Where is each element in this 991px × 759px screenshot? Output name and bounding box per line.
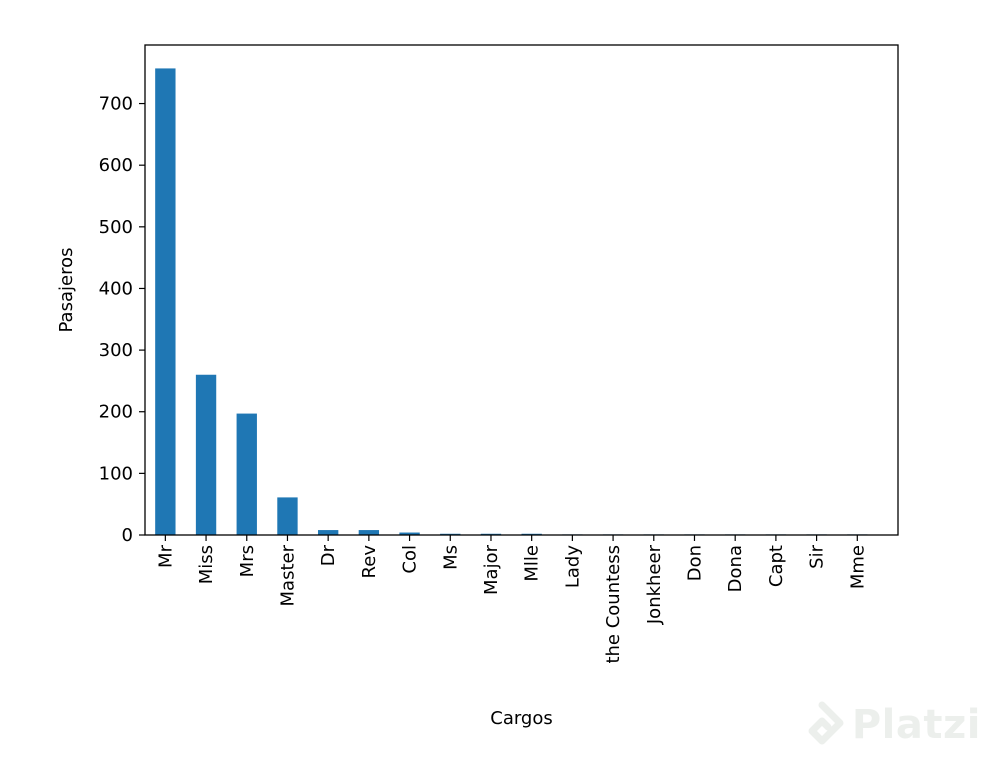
x-tick-label: Mlle — [522, 545, 543, 582]
x-tick-label: Dona — [725, 545, 746, 592]
y-tick-label: 200 — [99, 402, 133, 423]
bars-group — [155, 68, 868, 535]
x-tick-label: Miss — [196, 545, 217, 584]
bar-miss — [195, 374, 217, 535]
x-tick-label: Dr — [318, 544, 339, 566]
x-tick-label: the Countess — [603, 545, 624, 664]
x-tick-label: Mrs — [237, 545, 258, 577]
x-axis-label: Cargos — [490, 708, 553, 729]
x-tick-label: Mme — [847, 545, 868, 589]
x-tick-label: Capt — [766, 545, 787, 587]
plot-frame — [144, 44, 899, 536]
bar-mr — [155, 68, 176, 535]
x-tick-label: Major — [481, 544, 502, 595]
x-tick-label: Ms — [440, 545, 461, 570]
bar-dr — [317, 530, 339, 535]
y-axis-label: Pasajeros — [56, 248, 77, 333]
y-tick-label: 700 — [99, 94, 133, 115]
x-tick-label: Rev — [359, 545, 380, 579]
bar-mrs — [236, 413, 257, 535]
bar-col — [399, 532, 420, 535]
y-tick-label: 400 — [99, 278, 133, 299]
y-tick-label: 600 — [99, 155, 133, 176]
x-tick-label: Mr — [155, 544, 176, 568]
x-axis-ticks: Mr Miss Mrs Master Dr Rev Col Ms Major Mlle Lady th… — [155, 535, 868, 664]
x-tick-label: Lady — [562, 545, 583, 588]
platzi-logo-icon — [808, 701, 844, 745]
x-tick-label: Jonkheer — [644, 544, 665, 625]
bar-master — [277, 497, 298, 535]
x-tick-label: Sir — [807, 544, 828, 568]
y-tick-label: 300 — [99, 340, 133, 361]
y-axis-ticks: 0 100 200 300 400 500 600 700 — [99, 94, 145, 546]
y-tick-label: 500 — [99, 217, 133, 238]
x-tick-label: Master — [277, 544, 298, 606]
x-tick-label: Col — [400, 545, 421, 574]
y-tick-label: 0 — [122, 525, 133, 546]
x-tick-label: Don — [684, 545, 705, 581]
platzi-watermark: Platzi — [798, 701, 981, 749]
watermark-text: Platzi — [851, 702, 981, 748]
bar-rev — [358, 530, 380, 535]
y-tick-label: 100 — [99, 463, 133, 484]
